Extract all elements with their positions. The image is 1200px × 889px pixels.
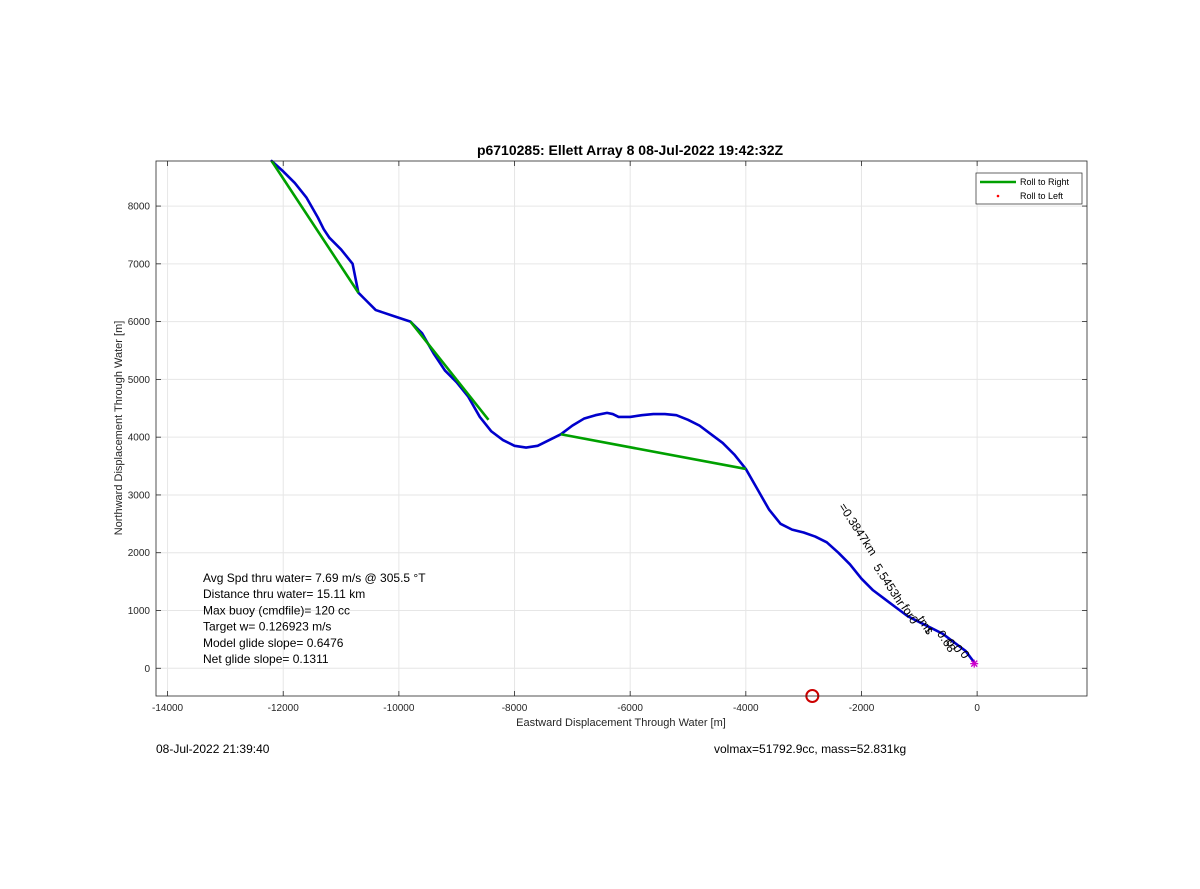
- roll-right-segment: [560, 432, 747, 471]
- legend-label: Roll to Left: [1020, 191, 1064, 201]
- x-tick-label: -4000: [733, 703, 759, 714]
- y-tick-label: 1000: [128, 606, 151, 617]
- stats-annotation: Target w= 0.126923 m/s: [203, 620, 331, 634]
- x-tick-label: -14000: [152, 703, 184, 714]
- axes-box: [155, 160, 1088, 697]
- stats-annotation: Model glide slope= 0.6476: [203, 636, 344, 650]
- stats-annotation: Max buoy (cmdfile)= 120 cc: [203, 603, 350, 617]
- legend-box: [975, 172, 1083, 205]
- x-tick-label: -10000: [383, 703, 415, 714]
- footer-info: volmax=51792.9cc, mass=52.831kg: [714, 742, 907, 756]
- y-tick-label: 2000: [128, 548, 151, 559]
- x-tick-label: 0: [974, 703, 980, 714]
- roll-right-segment: [270, 160, 360, 294]
- x-axis-label: Eastward Displacement Through Water [m]: [516, 717, 726, 729]
- y-tick-label: 6000: [128, 317, 151, 328]
- chart-title: p6710285: Ellett Array 8 08-Jul-2022 19:…: [477, 142, 784, 158]
- footer-timestamp: 08-Jul-2022 21:39:40: [156, 742, 270, 756]
- y-tick-label: 4000: [128, 433, 151, 444]
- stats-annotation: Avg Spd thru water= 7.69 m/s @ 305.5 °T: [203, 571, 426, 585]
- y-tick-label: 5000: [128, 375, 151, 386]
- stats-annotation: Net glide slope= 0.1311: [203, 652, 329, 666]
- y-axis-label: Northward Displacement Through Water [m]: [113, 321, 125, 536]
- legend-dot-swatch: [996, 194, 1000, 198]
- stats-annotation: Distance thru water= 15.11 km: [203, 587, 365, 601]
- x-tick-label: -8000: [502, 703, 528, 714]
- y-tick-label: 7000: [128, 259, 151, 270]
- y-tick-label: 0: [144, 664, 150, 675]
- plot-area: -14000 -12000 -10000 -8000 -6000 -4000 -2000 0 0…: [128, 159, 1088, 714]
- plot-background: [156, 161, 1087, 696]
- x-tick-label: -12000: [268, 703, 300, 714]
- end-marker: [970, 659, 979, 668]
- x-tick-label: -6000: [617, 703, 643, 714]
- glider-track-line: [270, 159, 976, 664]
- y-tick-label: 8000: [128, 202, 151, 213]
- x-tick-label: -2000: [849, 703, 875, 714]
- legend-label: Roll to Right: [1020, 177, 1070, 187]
- roll-right-segment: [409, 320, 490, 421]
- y-tick-label: 3000: [128, 490, 151, 501]
- track-label: t: [923, 625, 937, 636]
- legend: Roll to Right Roll to Left: [975, 172, 1083, 205]
